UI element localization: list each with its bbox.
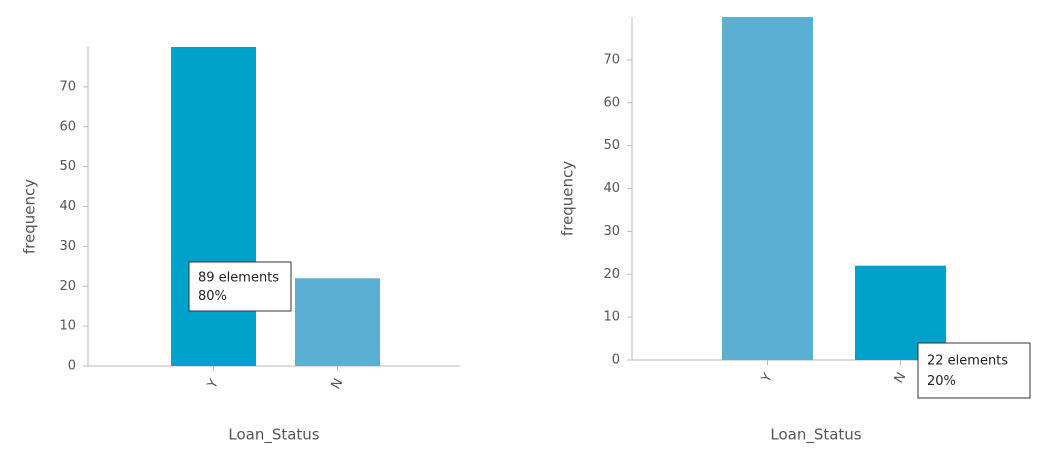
y-tick-label: 0 (68, 359, 76, 374)
x-tick-label: N (892, 370, 910, 386)
bar (722, 17, 813, 360)
y-tick-label: 10 (59, 319, 76, 334)
x-axis-title: Loan_Status (770, 426, 861, 445)
x-axis-title: Loan_Status (228, 426, 319, 445)
x-tick-label: Y (205, 377, 222, 392)
tooltip-percent: 80% (198, 289, 227, 304)
y-tick-label: 50 (603, 138, 620, 153)
x-tick-label: Y (759, 371, 776, 386)
y-tick-label: 40 (59, 199, 76, 214)
bar (295, 278, 380, 366)
y-tick-label: 40 (603, 181, 620, 196)
y-tick-label: 60 (603, 95, 620, 110)
y-tick-label: 30 (59, 239, 76, 254)
y-tick-label: 70 (59, 79, 76, 94)
y-axis-title: frequency (559, 161, 577, 236)
tooltip-box (917, 342, 1031, 399)
bars (722, 17, 946, 360)
y-tick-label: 20 (603, 267, 620, 282)
tooltip-text: 89 elements (198, 271, 279, 286)
y-axis-title: frequency (21, 179, 39, 254)
bars (171, 47, 380, 367)
y-tick-label: 20 (59, 279, 76, 294)
y-tick-label: 70 (603, 52, 620, 67)
x-tick-label: N (329, 376, 347, 392)
y-tick-label: 10 (603, 310, 620, 325)
y-tick-label: 50 (59, 159, 76, 174)
bar (171, 47, 256, 367)
tooltip-text: 22 elements (927, 354, 1008, 369)
y-tick-label: 30 (603, 224, 620, 239)
y-tick-label: 0 (612, 353, 620, 368)
tooltip-box (188, 261, 292, 312)
y-tick-label: 60 (59, 119, 76, 134)
tooltip-percent: 20% (927, 374, 956, 389)
